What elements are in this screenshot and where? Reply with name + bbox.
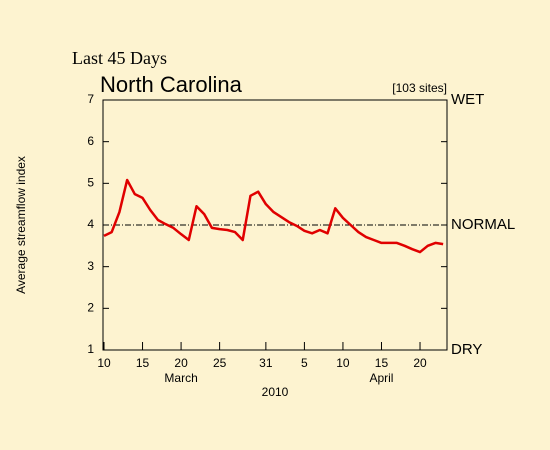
x-tick-label: 20: [413, 356, 427, 370]
y-tick-label: 2: [87, 301, 94, 315]
y-tick-label: 4: [87, 217, 94, 231]
chart-title: North Carolina: [100, 72, 243, 97]
y-tick-label: 6: [87, 134, 94, 148]
x-tick-label: 15: [375, 356, 389, 370]
wet-label: WET: [451, 91, 484, 108]
y-tick-label: 3: [87, 259, 94, 273]
x-tick-label: 10: [336, 356, 350, 370]
y-tick-label: 5: [87, 176, 94, 190]
x-tick-label: 15: [136, 356, 150, 370]
y-tick-label: 1: [87, 342, 94, 356]
x-tick-label: 5: [301, 356, 308, 370]
month-label: March: [164, 371, 197, 385]
normal-label: NORMAL: [451, 216, 515, 233]
x-tick-label: 10: [97, 356, 111, 370]
x-tick-label: 20: [174, 356, 188, 370]
x-tick-label: 31: [259, 356, 273, 370]
supertitle: Last 45 Days: [72, 48, 167, 68]
subtitle: [103 sites]: [392, 81, 447, 95]
month-label: April: [369, 371, 393, 385]
x-axis-label: 2010: [262, 385, 289, 399]
dry-label: DRY: [451, 341, 482, 358]
y-axis-label: Average streamflow index: [14, 156, 28, 294]
y-tick-label: 7: [87, 92, 94, 106]
x-tick-label: 25: [213, 356, 227, 370]
data-line: [103, 178, 444, 254]
plot-frame: [102, 99, 448, 351]
